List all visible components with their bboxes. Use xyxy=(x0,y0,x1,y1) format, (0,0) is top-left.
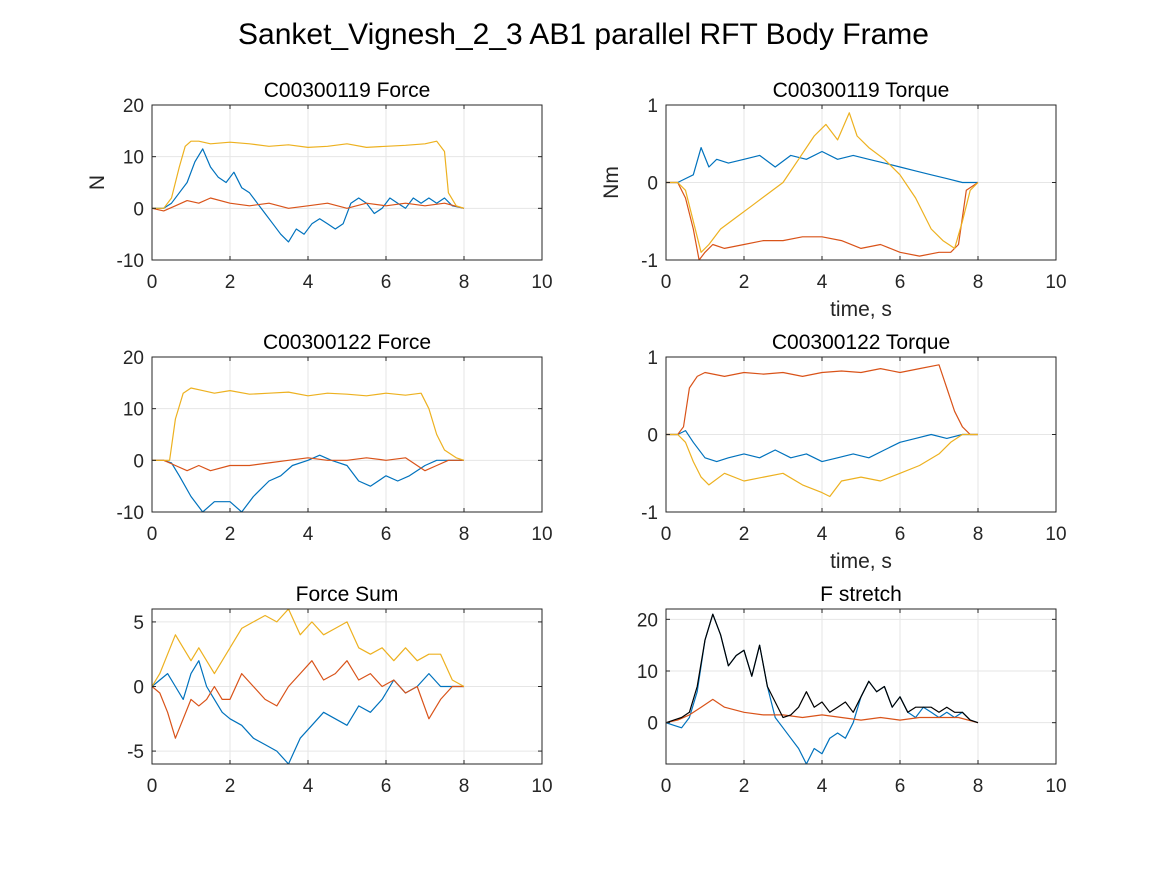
axes-box xyxy=(151,104,543,261)
series-line-orange xyxy=(666,698,979,724)
y-tick-label: 20 xyxy=(637,610,658,631)
x-tick-label: 8 xyxy=(973,272,984,293)
x-axis-label: time, s xyxy=(830,298,892,321)
y-tick-label: 0 xyxy=(647,174,658,195)
x-tick-label: 4 xyxy=(817,524,828,545)
series-line-blue xyxy=(666,430,978,463)
y-tick-label: 0 xyxy=(133,678,144,699)
subplot-title: C00300122 Torque xyxy=(772,331,950,354)
y-tick-label: 10 xyxy=(637,662,658,683)
x-tick-label: 2 xyxy=(739,776,750,797)
y-tick-label: 0 xyxy=(133,451,144,472)
series-line-blue xyxy=(666,147,978,184)
y-tick-label: -5 xyxy=(127,742,144,763)
x-tick-label: 6 xyxy=(381,524,392,545)
x-tick-label: 0 xyxy=(661,776,672,797)
x-tick-label: 8 xyxy=(973,776,984,797)
series-line-orange xyxy=(152,660,464,739)
x-tick-label: 0 xyxy=(147,776,158,797)
y-tick-label: 5 xyxy=(133,613,144,634)
x-tick-label: 2 xyxy=(225,524,236,545)
x-tick-label: 6 xyxy=(895,272,906,293)
x-tick-label: 8 xyxy=(973,524,984,545)
x-tick-label: 6 xyxy=(895,776,906,797)
subplot-title: C00300122 Force xyxy=(263,331,431,354)
series-line-orange xyxy=(152,457,464,472)
y-tick-label: 1 xyxy=(647,348,658,369)
x-tick-label: 6 xyxy=(381,776,392,797)
series-line-yellow xyxy=(666,433,978,498)
x-tick-label: 2 xyxy=(225,272,236,293)
x-tick-label: 2 xyxy=(739,524,750,545)
y-tick-label: 10 xyxy=(123,148,144,169)
y-tick-label: 20 xyxy=(123,96,144,117)
series-line-yellow xyxy=(666,112,979,253)
subplot-title: Force Sum xyxy=(296,583,399,606)
x-tick-label: 0 xyxy=(661,524,672,545)
x-tick-label: 4 xyxy=(303,272,314,293)
axes-box xyxy=(665,608,1057,765)
y-tick-label: 20 xyxy=(123,348,144,369)
series-line-orange xyxy=(666,181,979,260)
x-tick-label: 0 xyxy=(147,272,158,293)
y-tick-label: 10 xyxy=(123,400,144,421)
y-tick-label: 0 xyxy=(133,199,144,220)
subplot-title: F stretch xyxy=(820,583,902,606)
x-tick-label: 10 xyxy=(1045,776,1066,797)
x-tick-label: 10 xyxy=(531,524,552,545)
x-tick-label: 8 xyxy=(459,524,470,545)
y-tick-label: -1 xyxy=(641,503,658,524)
y-tick-label: 0 xyxy=(647,426,658,447)
x-tick-label: 10 xyxy=(531,272,552,293)
y-tick-label: 1 xyxy=(647,96,658,117)
x-tick-label: 2 xyxy=(739,272,750,293)
series-line-yellow xyxy=(152,387,465,461)
x-tick-label: 0 xyxy=(147,524,158,545)
x-tick-label: 6 xyxy=(895,524,906,545)
x-tick-label: 4 xyxy=(303,776,314,797)
figure-title: Sanket_Vignesh_2_3 AB1 parallel RFT Body… xyxy=(238,18,929,51)
y-axis-label: Nm xyxy=(600,166,623,199)
x-tick-label: 6 xyxy=(381,272,392,293)
subplot-6: 0 2 4 6 8 10 0 10 20 F stretch xyxy=(637,583,1067,797)
x-tick-label: 2 xyxy=(225,776,236,797)
y-tick-label: 0 xyxy=(647,714,658,735)
series-line-yellow xyxy=(152,140,465,209)
y-axis-label: N xyxy=(86,175,109,190)
y-tick-label: -10 xyxy=(117,251,144,272)
series-line-black xyxy=(666,613,979,724)
x-tick-label: 10 xyxy=(1045,272,1066,293)
series-line-orange xyxy=(666,364,978,436)
axes-box xyxy=(151,356,543,513)
x-tick-label: 8 xyxy=(459,272,470,293)
series-line-orange xyxy=(152,197,465,212)
x-tick-label: 10 xyxy=(1045,524,1066,545)
x-tick-label: 10 xyxy=(531,776,552,797)
y-tick-label: -10 xyxy=(117,503,144,524)
x-tick-label: 4 xyxy=(817,776,828,797)
subplot-title: C00300119 Torque xyxy=(773,79,950,102)
series-line-blue xyxy=(152,454,464,512)
x-tick-label: 4 xyxy=(817,272,828,293)
y-tick-label: -1 xyxy=(641,251,658,272)
series-line-yellow xyxy=(152,609,465,688)
x-tick-label: 8 xyxy=(459,776,470,797)
subplot-title: C00300119 Force xyxy=(264,79,431,102)
x-tick-label: 4 xyxy=(303,524,314,545)
x-tick-label: 0 xyxy=(661,272,672,293)
x-axis-label: time, s xyxy=(830,550,892,573)
